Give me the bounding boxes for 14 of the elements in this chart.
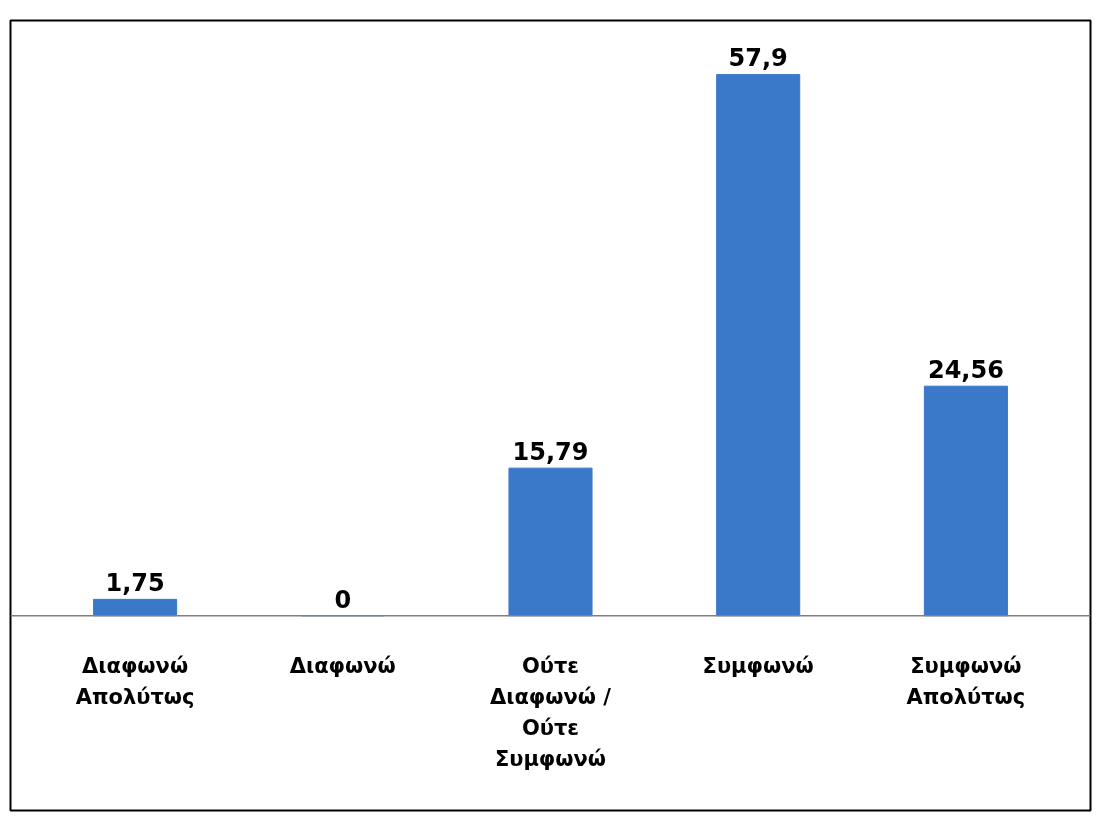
data-label: 57,9 bbox=[728, 44, 788, 73]
x-tick-label: Ούτε Διαφωνώ / Ούτε Συμφωνώ bbox=[489, 653, 612, 772]
data-label: 0 bbox=[334, 585, 352, 614]
x-tick-label: Διαφωνώ bbox=[289, 653, 396, 678]
bar bbox=[508, 467, 593, 617]
x-tick-label: Διαφωνώ Απολύτως bbox=[75, 653, 195, 709]
data-label: 1,75 bbox=[105, 569, 165, 598]
bar bbox=[93, 598, 178, 617]
bar bbox=[716, 74, 801, 617]
x-tick-label: Συμφωνώ bbox=[702, 653, 814, 678]
data-label: 24,56 bbox=[927, 356, 1004, 385]
bar bbox=[923, 385, 1008, 617]
data-label: 15,79 bbox=[512, 438, 589, 467]
x-tick-label: Συμφωνώ Απολύτως bbox=[906, 653, 1026, 709]
